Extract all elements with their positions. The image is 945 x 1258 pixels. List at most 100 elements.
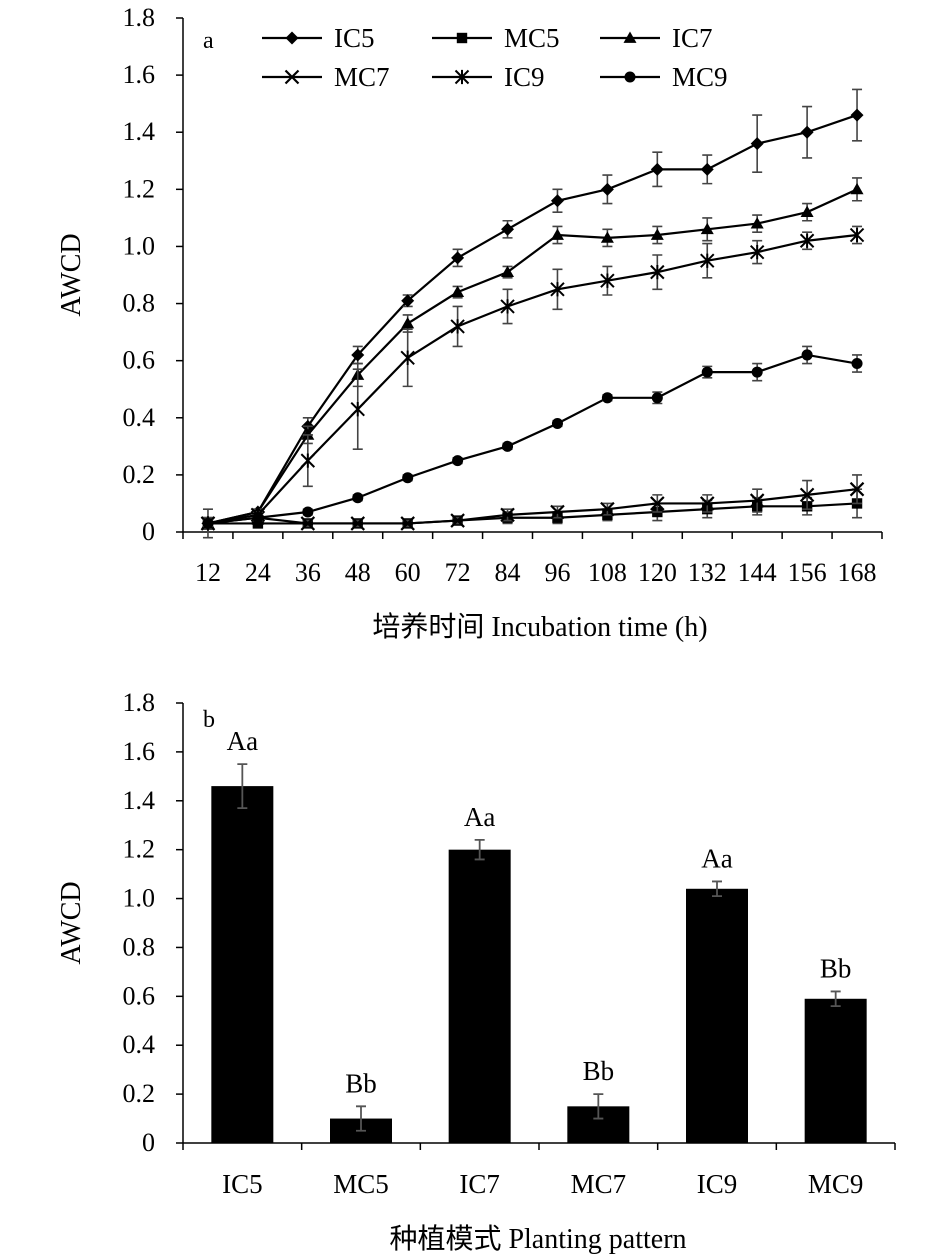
series-ic9-point [749,244,765,260]
panel-a-x-tick-label: 24 [245,558,271,587]
series-mc9-point [352,492,364,504]
series-ic5-point [700,162,714,176]
legend-entry-ic5: IC5 [262,23,375,53]
series-mc9-point [651,392,663,404]
series-mc7-point [550,504,565,520]
panel-a-x-tick-label: 72 [445,558,471,587]
series-ic7-point [650,228,664,240]
panel-a-x-tick-label: 168 [838,558,877,587]
series-ic7-line [207,188,858,525]
series-ic7-point [451,285,465,298]
series-mc7-point [849,481,865,497]
series-mc7-point [300,516,316,531]
legend-label-mc5: MC5 [504,23,560,53]
legend-marker-ic9 [454,69,470,85]
bar-ic5 [211,786,274,1143]
series-mc9-point [252,512,264,524]
series-ic9-point [500,299,515,314]
panel-b-label: b [203,707,215,733]
panel-a-label: a [203,28,214,54]
series-ic5-point [800,125,814,139]
legend-entry-mc7: MC7 [262,62,390,92]
panel-a-y-tick-label: 0.6 [123,346,156,375]
panel-a-y-tick-label: 1.4 [123,117,156,146]
panel-a-y-tick-label: 0.2 [123,460,156,489]
bar-group-ic9: Aa IC9 [686,843,748,1199]
bar-mc9-significance-label: Bb [820,953,852,983]
bar-ic5-significance-label: Aa [227,726,258,756]
legend-marker-ic7 [623,31,637,43]
bar-mc7-error-bar [593,1093,604,1120]
panel-a-y-tick-label: 1.6 [123,60,156,89]
panel-a-y-tick-label: 0 [142,517,155,546]
panel-b-x-tick-label: IC7 [459,1169,500,1199]
bar-mc7-significance-label: Bb [583,1056,615,1086]
panel-a-x-tick-label: 120 [638,558,677,587]
panel-b-y-tick-label: 0.8 [123,932,156,961]
panel-b-x-tick-label: MC5 [333,1169,389,1199]
panel-a-legend: IC5 MC5 IC7 MC7 IC9 MC9 [262,23,728,92]
panel-a-x-tick-label: 144 [738,558,777,587]
panel-a-x-tick-label: 36 [295,558,321,587]
legend-entry-mc5: MC5 [432,23,560,53]
panel-b-x-tick-label: MC9 [808,1169,864,1199]
series-ic5-point [451,251,465,265]
series-ic9-point [700,253,715,268]
panel-a-y-tick-label: 1.2 [123,174,156,203]
series-ic7-point [850,182,864,195]
series-ic7-point [501,265,515,278]
series-ic5-point [351,348,365,362]
series-ic7-point [600,231,614,243]
series-mc9-point [851,357,863,370]
panel-a-y-tick-label: 0.8 [123,289,156,318]
panel-a-x-tick-label: 108 [588,558,627,587]
series-ic7-point [401,317,415,329]
legend-label-mc7: MC7 [334,62,390,92]
series-ic5-point [650,162,664,176]
legend-entry-ic9: IC9 [432,62,545,92]
bar-group-mc9: Bb MC9 [804,953,867,1199]
panel-a-y-axis-title: AWCD [56,233,87,316]
panel-a-x-tick-label: 60 [395,558,421,587]
series-ic5-line [207,114,858,525]
panel-b-y-tick-label: 0 [142,1128,155,1157]
series-ic5-point [750,137,764,151]
panel-a-x-tick-label: 132 [688,558,727,587]
series-mc9 [202,345,863,529]
series-ic5-point [401,294,415,308]
bar-ic5-error-bar [237,763,248,810]
series-ic5-point [550,194,564,208]
series-mc7-point [650,496,665,511]
legend-entry-mc9: MC9 [600,62,728,92]
panel-b-y-tick-label: 1.2 [123,835,156,864]
series-ic5 [201,88,864,530]
legend-marker-mc7 [284,69,300,85]
panel-b-x-tick-label: IC9 [697,1169,738,1199]
panel-b-y-tick-label: 1.6 [123,737,156,766]
series-ic9-point [550,282,565,297]
bar-ic7-error-bar [474,838,485,861]
series-ic5-point [501,222,515,236]
series-mc7-point [799,487,815,503]
panel-a-x-tick-label: 48 [345,558,371,587]
panel-a-y-tick-label: 1.0 [123,231,156,260]
series-ic9-point [849,227,865,243]
series-mc7-line [207,488,858,525]
panel-b-y-tick-label: 1.4 [123,786,156,815]
series-ic9-point [450,319,465,334]
series-mc9-point [751,366,763,378]
series-ic7-point [301,428,315,440]
panel-b-y-tick-label: 0.2 [123,1079,156,1108]
series-ic7-point [750,217,764,229]
panel-b-axes: 0 0.2 0.4 0.6 0.8 1.0 1.2 1.4 1.6 1.8 [123,688,896,1157]
series-mc9-point [502,440,514,452]
panel-b-y-axis-title: AWCD [56,881,87,964]
series-ic9-point [600,273,615,288]
bar-ic7-significance-label: Aa [464,802,495,832]
series-mc9-point [202,517,214,529]
series-mc9-point [452,455,464,467]
series-mc7-point [699,496,715,511]
series-mc9-point [551,417,563,430]
series-ic5-point [850,108,864,122]
panel-b-y-tick-label: 1.0 [123,884,156,913]
